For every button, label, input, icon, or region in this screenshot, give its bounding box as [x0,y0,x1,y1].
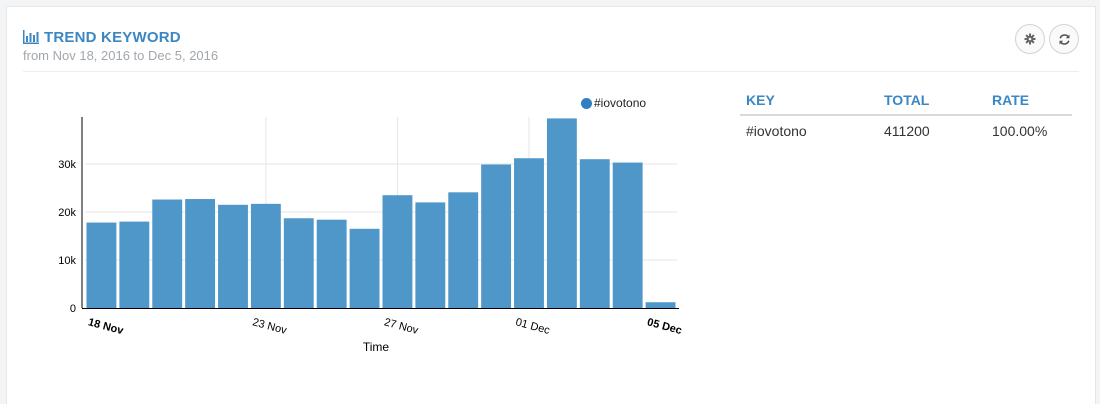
bar [546,118,577,309]
bar [119,221,150,308]
bar-chart-icon [23,30,39,44]
cell-total: 411200 [884,123,930,139]
bar [645,302,676,308]
panel-title: TREND KEYWORD [44,28,181,46]
panel-header: TREND KEYWORD from Nov 18, 2016 to Dec 5… [23,24,1079,72]
refresh-icon [1058,33,1070,45]
x-tick-label: 05 Dec [646,316,683,337]
y-tick-label: 10k [58,255,76,267]
y-tick-label: 20k [58,207,76,219]
bar [185,199,216,308]
gear-icon [1024,33,1036,45]
bar [448,192,479,308]
cell-key: #iovotono [746,123,807,139]
column-header-rate: RATE [986,86,1072,116]
bar [612,162,643,308]
bar [415,202,446,308]
x-tick-label: 23 Nov [251,316,288,337]
bar [349,228,380,308]
bar [382,195,413,308]
keyword-table: KEY TOTAL RATE #iovotono 411200 100.00% [740,86,1072,146]
keyword-table-container: KEY TOTAL RATE #iovotono 411200 100.00% [740,86,1072,146]
cell-rate: 100.00% [992,123,1048,139]
date-range-subtitle: from Nov 18, 2016 to Dec 5, 2016 [23,48,219,63]
bar [579,159,610,308]
bar [514,158,544,308]
x-tick-label: 27 Nov [383,316,420,337]
column-header-total: TOTAL [878,86,986,116]
chart-legend[interactable]: #iovotono [581,96,646,110]
table-row: #iovotono 411200 100.00% [740,115,1072,146]
x-tick-label: 18 Nov [87,316,126,337]
refresh-button[interactable] [1049,24,1079,54]
column-header-key: KEY [740,86,878,116]
x-axis-title: Time [363,340,390,354]
y-tick-label: 30k [58,159,76,171]
bar [86,222,117,308]
bar [481,164,512,308]
table-header-row: KEY TOTAL RATE [740,86,1072,116]
bar [250,203,281,308]
x-tick-label: 01 Dec [514,316,551,337]
legend-label: #iovotono [594,96,647,110]
bar [316,219,347,308]
bar [218,204,248,308]
bar-chart: 0 10k 20k 30k 18 Nov 23 Nov 27 Nov 01 Dec 05 Dec… [58,117,683,354]
legend-marker [581,97,592,109]
bar [283,218,314,308]
chart-container: 0 10k 20k 30k 18 Nov 23 Nov 27 Nov 01 Dec 05 Dec… [40,85,700,390]
y-tick-label: 0 [70,303,76,315]
bar [152,199,183,308]
settings-button[interactable] [1015,24,1045,54]
